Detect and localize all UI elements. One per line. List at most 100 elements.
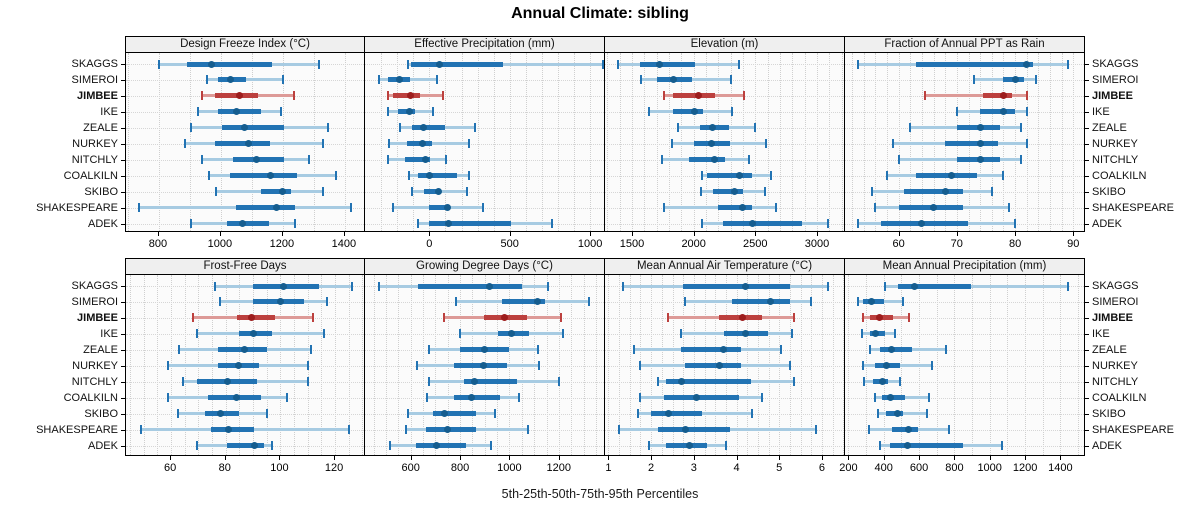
row-tick: [1085, 301, 1089, 303]
gridline-vertical: [800, 275, 802, 455]
row-tick: [1085, 143, 1089, 145]
gridline-vertical: [829, 53, 831, 231]
whisker-5-95: [924, 94, 1027, 98]
gridline-vertical: [933, 53, 935, 231]
row-tick: [121, 175, 125, 177]
median-dot: [253, 156, 260, 164]
gridline-vertical: [898, 53, 900, 231]
axis-tick-label: 100: [270, 462, 289, 474]
whisker-cap: [213, 281, 216, 291]
row-tick: [121, 159, 125, 161]
row-tick: [1085, 286, 1089, 287]
whisker-cap: [750, 409, 753, 419]
whisker-cap: [190, 219, 193, 228]
box-25-75: [722, 221, 802, 226]
box-25-75: [236, 205, 296, 210]
whisker-cap: [176, 409, 179, 419]
row-tick: [1085, 111, 1089, 113]
whisker-cap: [1025, 139, 1028, 149]
median-dot: [882, 362, 890, 370]
whisker-cap: [748, 155, 751, 165]
site-label-left-zeale: ZEALE: [83, 343, 118, 356]
site-label-left-skaggs: SKAGGS: [71, 58, 118, 70]
median-dot: [405, 108, 413, 116]
axis-tick-label: 1200: [269, 238, 295, 250]
median-dot: [440, 410, 448, 418]
gridline-vertical: [477, 53, 479, 231]
whisker-cap: [931, 361, 934, 371]
median-dot: [904, 426, 912, 433]
site-label-right-zeale: ZEALE: [1092, 121, 1127, 134]
gridline-row: [845, 301, 1084, 303]
whisker-cap: [738, 59, 741, 69]
gridline-row: [365, 79, 604, 81]
gridline-vertical: [875, 53, 877, 231]
median-dot: [739, 314, 747, 322]
whisker-cap: [466, 187, 469, 197]
site-label-right-zeale: ZEALE: [1092, 343, 1127, 356]
axis-tick: [779, 456, 781, 460]
whisker-cap: [184, 139, 187, 149]
gridline-row: [845, 365, 1084, 367]
whisker-cap: [201, 155, 204, 165]
whisker-cap: [398, 123, 401, 133]
whisker-cap: [1019, 155, 1022, 165]
whisker-cap: [764, 139, 767, 149]
whisker-cap: [428, 345, 431, 355]
gridline-vertical: [743, 53, 744, 231]
axis-tick-label: 60: [163, 462, 177, 474]
gridline-vertical: [832, 275, 834, 455]
axis-tick-label: 0: [426, 238, 433, 250]
panel-strip: Fraction of Annual PPT as Rain: [845, 36, 1085, 53]
axis-tick-label: 120: [324, 462, 344, 474]
box-25-75: [916, 61, 1033, 67]
whisker-cap: [891, 139, 894, 149]
whisker-cap: [489, 441, 492, 450]
site-label-right-skibo: SKIBO: [1092, 407, 1126, 420]
site-label-left-simeroi: SIMEROI: [71, 74, 118, 86]
whisker-cap: [1019, 123, 1022, 133]
whisker-cap: [1025, 91, 1028, 101]
gridline-row: [365, 111, 604, 113]
whisker-cap: [860, 329, 863, 339]
whisker-cap: [137, 203, 140, 212]
whisker-cap: [761, 393, 764, 403]
median-dot: [720, 346, 728, 354]
median-dot: [911, 282, 919, 290]
row-tick: [121, 207, 125, 209]
gridline-row: [365, 95, 604, 97]
box-25-75: [657, 427, 731, 432]
whisker-cap: [178, 345, 181, 355]
median-dot: [501, 314, 508, 322]
gridline-vertical: [921, 53, 923, 231]
panel-strip-title: Growing Degree Days (°C): [416, 260, 553, 272]
panel-mean-annual-air-temperature-c-: [605, 275, 845, 456]
axis-tick: [334, 456, 336, 460]
site-label-right-skibo: SKIBO: [1092, 185, 1126, 198]
box-25-75: [983, 93, 1013, 99]
site-label-right-jimbee: JIMBEE: [1092, 311, 1133, 324]
whisker-cap: [908, 313, 911, 323]
gridline-vertical: [804, 53, 806, 231]
gridline-vertical: [348, 275, 350, 455]
gridline-vertical: [817, 53, 818, 231]
whisker-cap: [428, 377, 431, 387]
median-dot: [976, 124, 984, 132]
row-tick: [1085, 159, 1089, 161]
panel-strip: Elevation (m): [605, 36, 845, 53]
gridline-vertical: [595, 275, 597, 455]
whisker-cap: [640, 75, 643, 85]
panel-frost-free-days: [125, 275, 365, 456]
box-25-75: [732, 299, 790, 305]
row-tick: [1085, 397, 1089, 399]
median-dot: [677, 378, 685, 386]
whisker-cap: [764, 187, 767, 197]
median-dot: [887, 394, 895, 402]
box-25-75: [429, 205, 449, 210]
site-label-right-nurkey: NURKEY: [1092, 137, 1138, 150]
row-tick: [121, 301, 125, 303]
axis-tick: [410, 456, 412, 460]
gridline-vertical: [954, 275, 956, 455]
whisker-cap: [670, 139, 673, 149]
whisker-cap: [667, 313, 670, 323]
